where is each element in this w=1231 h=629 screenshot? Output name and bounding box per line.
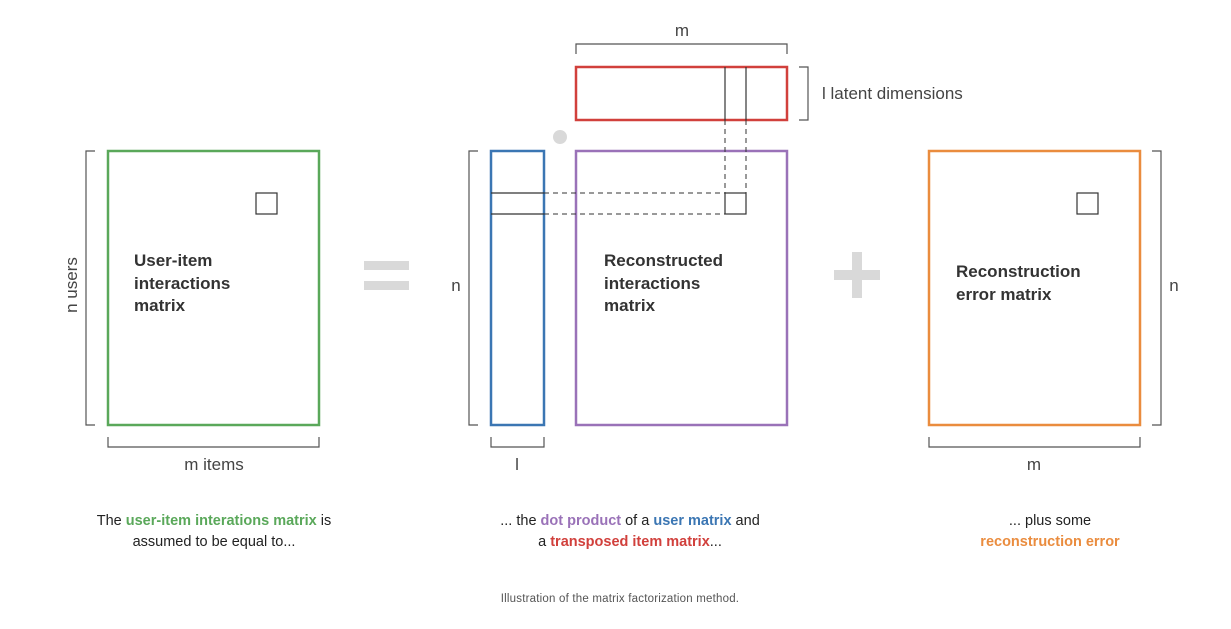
reconstructed-matrix-label: Reconstructed interactions matrix	[604, 251, 728, 315]
reconstruction-error-highlight: reconstruction error	[980, 534, 1120, 550]
figure-caption: Illustration of the matrix factorization…	[500, 593, 740, 605]
m-bottom-bracket	[928, 437, 1141, 448]
n-right-label: n	[1169, 276, 1178, 295]
n-users-label: n users	[62, 257, 81, 313]
right-caption-line1: ... plus some	[1008, 513, 1092, 529]
latent-bracket	[799, 66, 809, 121]
reconstructed-cell	[724, 192, 747, 215]
m-items-label: m items	[184, 455, 244, 474]
error-matrix-label: Reconstruction error matrix	[956, 262, 1085, 304]
m-top-bracket	[575, 43, 788, 54]
middle-caption-pre: ... the	[500, 513, 541, 529]
interaction-cell	[255, 192, 278, 215]
n-left-label: n	[451, 276, 460, 295]
dot-product-highlight: dot product	[540, 513, 622, 529]
m-top-label: m	[675, 21, 689, 40]
middle-caption-post: and	[731, 513, 760, 529]
user-matrix	[489, 149, 546, 427]
transposed-item-matrix-highlight: transposed item matrix	[550, 534, 710, 550]
middle-caption-mid: of a	[621, 513, 654, 529]
l-width-bracket	[490, 437, 545, 448]
dot-product-operator	[553, 130, 567, 144]
middle-caption-line2-post: ...	[709, 534, 722, 550]
plus-sign-vertical-bar	[852, 252, 862, 298]
left-caption-line2: assumed to be equal to...	[132, 534, 296, 550]
left-caption-post: is	[316, 513, 332, 529]
equals-sign-bottom-bar	[364, 281, 409, 290]
equals-sign-top-bar	[364, 261, 409, 270]
m-bottom-label: m	[1027, 455, 1041, 474]
n-users-bracket	[85, 150, 95, 426]
reconstructed-interactions-matrix	[574, 149, 789, 427]
left-caption: The user-item interations matrix is assu…	[64, 511, 364, 553]
user-item-interactions-matrix	[106, 149, 321, 427]
reconstruction-error-matrix	[927, 149, 1142, 427]
n-right-bracket	[1152, 150, 1162, 426]
m-items-bracket	[107, 437, 320, 448]
interactions-matrix-label: User-item interactions matrix	[134, 251, 235, 315]
middle-caption: ... the dot product of a user matrix and…	[460, 511, 800, 553]
l-width-label: l	[515, 455, 519, 474]
left-caption-pre: The	[96, 513, 126, 529]
left-caption-highlight: user-item interations matrix	[125, 513, 317, 529]
user-matrix-highlight: user matrix	[653, 513, 732, 529]
latent-dimensions-label: l latent dimensions	[822, 84, 963, 103]
n-left-bracket	[468, 150, 478, 426]
transposed-item-matrix	[574, 65, 789, 122]
error-cell	[1076, 192, 1099, 215]
middle-caption-line2-pre: a	[538, 534, 551, 550]
right-caption: ... plus some reconstruction error	[920, 511, 1180, 553]
